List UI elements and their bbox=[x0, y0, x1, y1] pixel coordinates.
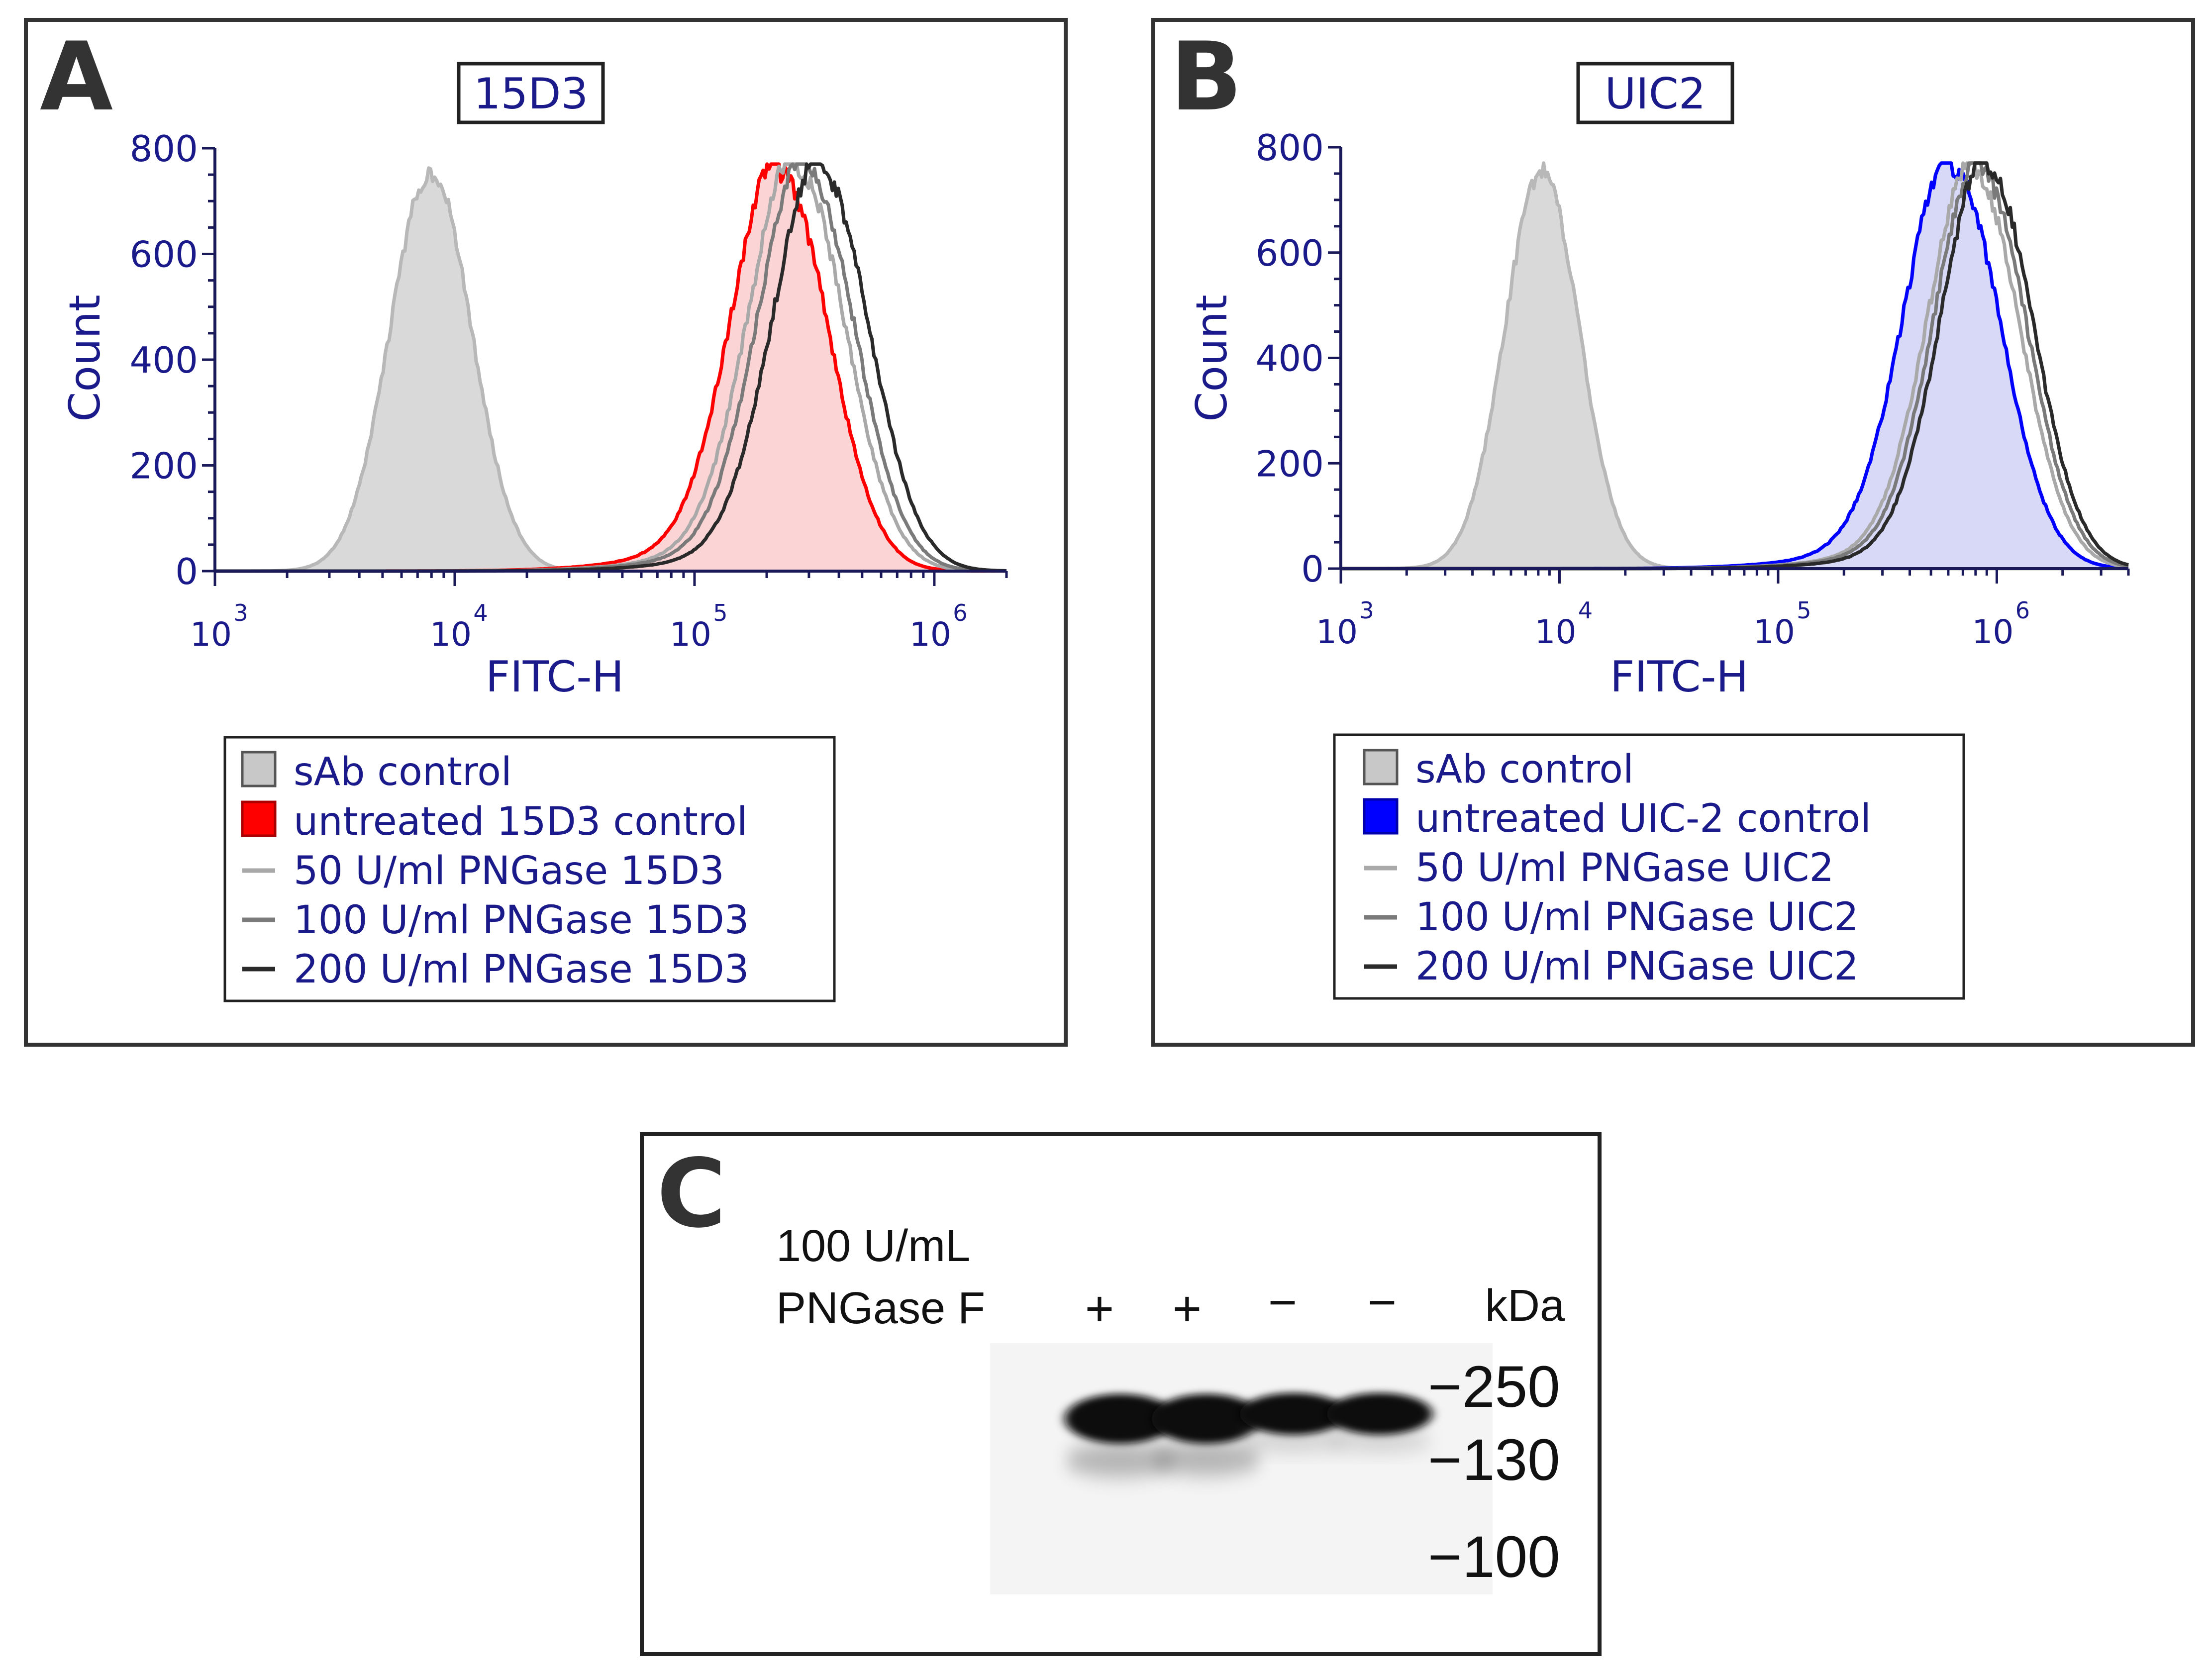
x-tick-label: 10 bbox=[1534, 613, 1576, 651]
panel-b-legend-label: 100 U/ml PNGase UIC2 bbox=[1415, 895, 1859, 940]
y-tick-label: 600 bbox=[1256, 232, 1324, 274]
panel-b-frame bbox=[1151, 18, 2195, 1047]
panel-a-legend-label: sAb control bbox=[294, 750, 512, 794]
x-tick-exponent: 3 bbox=[233, 599, 248, 626]
y-tick-label: 200 bbox=[130, 445, 198, 487]
blot-band bbox=[1152, 1394, 1261, 1444]
panel-a-x-axis-label: FITC-H bbox=[486, 652, 624, 702]
blot-lane-smear bbox=[1065, 1443, 1176, 1477]
panel-b-legend-label: sAb control bbox=[1415, 747, 1634, 792]
panel-b-letter: B bbox=[1170, 22, 1242, 132]
blot-lane-2 bbox=[1152, 1394, 1261, 1475]
histogram-series-line bbox=[215, 162, 1006, 573]
panel-a-letter: A bbox=[40, 22, 113, 132]
blot-lane-3 bbox=[1240, 1393, 1347, 1451]
histogram-fill bbox=[1341, 163, 2128, 569]
panel-a-legend-label: 200 U/ml PNGase 15D3 bbox=[294, 947, 749, 992]
panel-b-legend-swatch bbox=[1363, 749, 1399, 785]
y-tick-label: 0 bbox=[1301, 548, 1324, 590]
blot-band bbox=[1327, 1393, 1432, 1435]
panel-a-title: 15D3 bbox=[474, 69, 588, 119]
y-tick-label: 800 bbox=[1256, 127, 1324, 169]
blot-band bbox=[1065, 1394, 1176, 1444]
x-tick-exponent: 5 bbox=[713, 599, 727, 626]
panel-b-title: UIC2 bbox=[1605, 69, 1706, 119]
panel-a-legend: sAb control untreated 15D3 control 50 U/… bbox=[223, 736, 836, 1002]
blot-treatment-label-2: PNGase F bbox=[776, 1283, 985, 1333]
panel-b-legend-label: untreated UIC-2 control bbox=[1415, 796, 1871, 841]
panel-b-legend-swatch bbox=[1363, 798, 1399, 835]
histogram-fill bbox=[215, 164, 1006, 571]
blot-marker-100: −100 bbox=[1428, 1524, 1560, 1590]
blot-marker-250: −250 bbox=[1428, 1354, 1560, 1420]
x-tick-exponent: 4 bbox=[473, 599, 488, 626]
histogram-series-line bbox=[215, 166, 1006, 573]
panel-a-legend-swatch bbox=[241, 800, 277, 837]
panel-b-x-axis-label: FITC-H bbox=[1610, 652, 1748, 702]
blot-lane-sign: + bbox=[1173, 1281, 1202, 1337]
x-tick-exponent: 3 bbox=[1359, 597, 1374, 624]
panel-c: C 100 U/mL PNGase F + + − − kDa −250 − bbox=[640, 1132, 1602, 1656]
y-tick-label: 800 bbox=[130, 128, 198, 170]
x-tick-label: 10 bbox=[1753, 613, 1795, 651]
blot-band bbox=[1240, 1393, 1347, 1435]
panel-b-legend-label: 50 U/ml PNGase UIC2 bbox=[1415, 846, 1834, 890]
histogram-series-line bbox=[215, 162, 1006, 573]
panel-a-y-axis-label: Count bbox=[60, 295, 110, 421]
x-tick-label: 10 bbox=[430, 615, 472, 654]
blot-lane-sign: − bbox=[1368, 1275, 1397, 1330]
blot-marker-130: −130 bbox=[1428, 1427, 1560, 1493]
x-tick-label: 10 bbox=[1972, 613, 2013, 651]
panel-a-legend-label: untreated 15D3 control bbox=[294, 799, 748, 844]
panel-a-legend-label: 100 U/ml PNGase 15D3 bbox=[294, 898, 749, 943]
x-tick-label: 10 bbox=[670, 615, 711, 654]
blot-lane-1 bbox=[1065, 1394, 1176, 1477]
panel-c-frame bbox=[640, 1132, 1602, 1656]
panel-c-letter: C bbox=[657, 1139, 726, 1249]
blot-lane-smear bbox=[1240, 1429, 1347, 1451]
blot-unit-label: kDa bbox=[1485, 1281, 1565, 1331]
y-tick-label: 600 bbox=[130, 234, 198, 276]
y-tick-label: 400 bbox=[130, 339, 198, 381]
blot-treatment-label-1: 100 U/mL bbox=[776, 1221, 970, 1271]
histogram-series-line bbox=[215, 162, 1007, 573]
panel-b-legend-frame bbox=[1333, 733, 1965, 1000]
panel-b-legend-label: 200 U/ml PNGase UIC2 bbox=[1415, 944, 1859, 989]
x-tick-label: 10 bbox=[190, 615, 232, 654]
panel-a-legend-frame bbox=[223, 736, 836, 1002]
blot-lane-sign: + bbox=[1085, 1281, 1114, 1337]
panel-b-y-axis-label: Count bbox=[1187, 295, 1237, 421]
histogram-fill bbox=[1341, 163, 2128, 569]
x-tick-label: 10 bbox=[909, 615, 951, 654]
x-tick-exponent: 6 bbox=[2015, 597, 2030, 624]
histogram-series-line bbox=[215, 162, 1007, 573]
x-tick-exponent: 4 bbox=[1578, 597, 1593, 624]
blot-lane-smear bbox=[1327, 1429, 1432, 1451]
panel-b-legend: sAb control untreated UIC-2 control 50 U… bbox=[1333, 733, 1965, 1000]
panel-a-title-box bbox=[457, 62, 605, 124]
panel-a-frame bbox=[24, 18, 1068, 1047]
panel-a-legend-swatch bbox=[241, 751, 277, 787]
x-tick-exponent: 5 bbox=[1797, 597, 1811, 624]
y-tick-label: 0 bbox=[175, 551, 198, 592]
x-tick-label: 10 bbox=[1316, 613, 1358, 651]
x-tick-exponent: 6 bbox=[953, 599, 967, 626]
blot-lane-smear bbox=[1152, 1442, 1261, 1475]
blot-lane-4 bbox=[1327, 1393, 1432, 1451]
blot-lane-sign: − bbox=[1268, 1275, 1297, 1330]
panel-a-legend-label: 50 U/ml PNGase 15D3 bbox=[294, 849, 724, 893]
histogram-fill bbox=[215, 168, 1006, 571]
y-tick-label: 200 bbox=[1256, 443, 1324, 485]
y-tick-label: 400 bbox=[1256, 338, 1324, 380]
panel-b-title-box bbox=[1576, 62, 1734, 124]
